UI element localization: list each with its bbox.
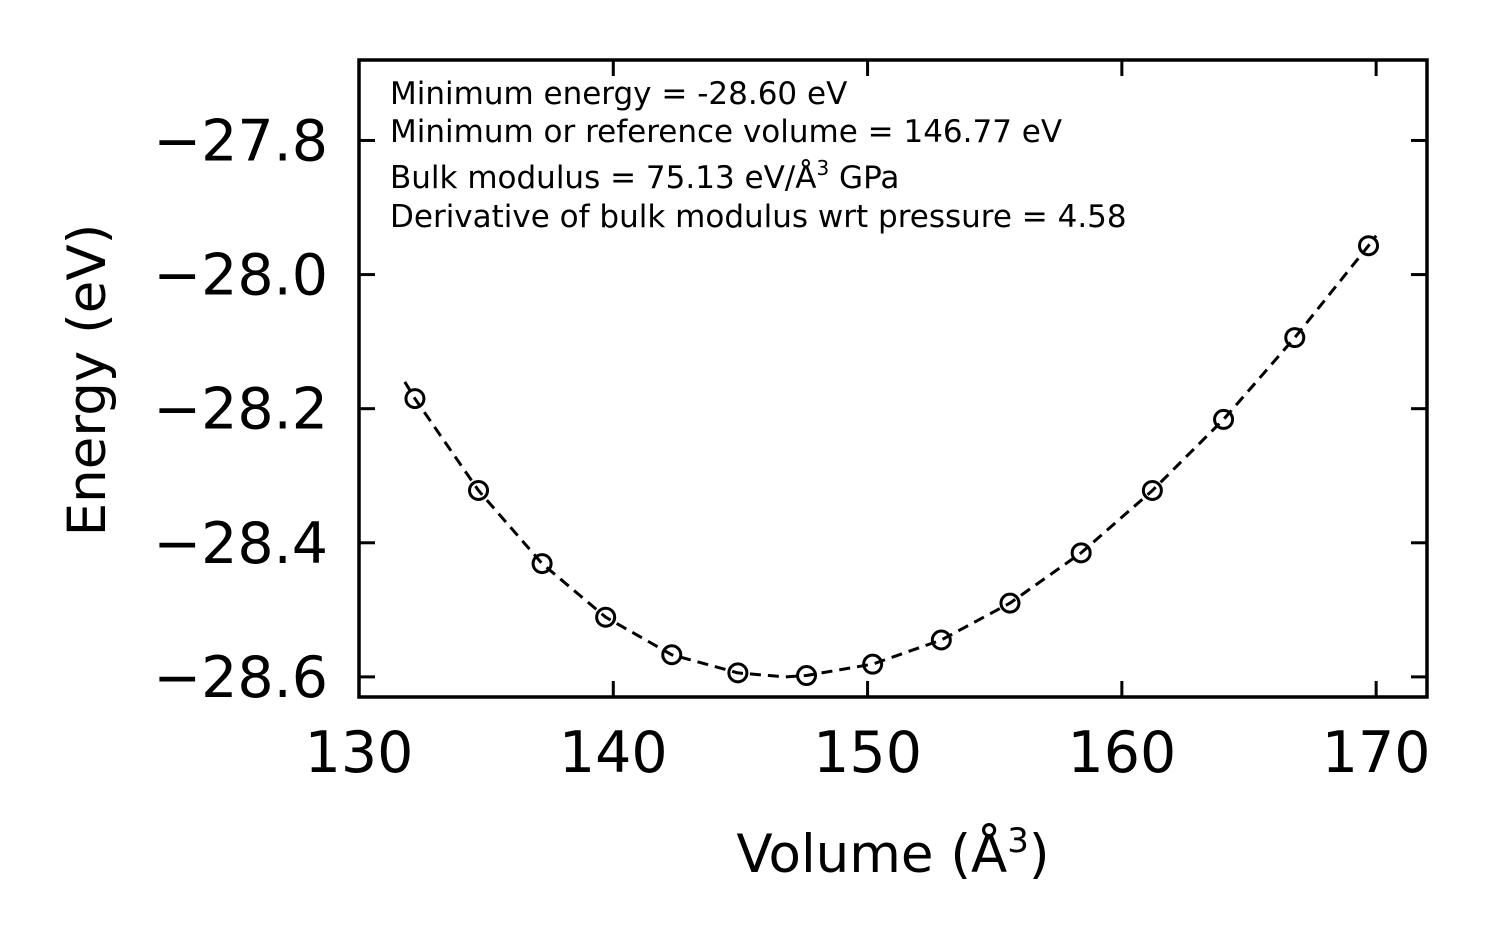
x-ticks: 130 140 150 160 170	[305, 60, 1431, 786]
x-tick-label: 150	[813, 720, 922, 786]
data-point	[1213, 408, 1235, 430]
data-points-layer	[404, 235, 1380, 687]
fit-line	[403, 234, 1378, 679]
annotation-bulk-modulus-text: Bulk modulus = 75.13 eV/Å	[390, 160, 816, 196]
annotation-bulk-modulus-sup: 3	[816, 156, 829, 180]
annotation-box: Minimum energy = -28.60 eV Minimum or re…	[390, 76, 1127, 235]
plot-frame	[357, 58, 1429, 699]
annotation-bulk-modulus: Bulk modulus = 75.13 eV/Å3 GPa	[390, 156, 899, 196]
data-point	[796, 665, 818, 687]
y-ticks: −27.8 −28.0 −28.2 −28.4 −28.6	[153, 108, 1427, 711]
x-tick-label: 170	[1322, 720, 1431, 786]
x-tick-label: 140	[559, 720, 668, 786]
x-axis-label-main: Volume (Å	[736, 821, 1007, 885]
y-tick-label: −28.6	[153, 645, 328, 711]
x-tick-label: 130	[305, 720, 414, 786]
data-point	[468, 479, 490, 501]
data-point	[661, 644, 683, 666]
data-point	[999, 592, 1021, 614]
data-point	[862, 653, 884, 675]
data-point	[930, 629, 952, 651]
fit-curve-layer	[403, 234, 1378, 679]
y-tick-label: −28.4	[153, 511, 328, 577]
data-point	[727, 662, 749, 684]
annotation-min-energy: Minimum energy = -28.60 eV	[390, 76, 847, 112]
data-point	[1358, 235, 1380, 257]
y-tick-label: −28.0	[153, 243, 328, 309]
annotation-bulk-modulus-unit: GPa	[829, 160, 899, 196]
data-point	[531, 553, 553, 575]
data-point	[404, 388, 426, 410]
data-point	[595, 606, 617, 628]
x-axis-label-close: )	[1029, 824, 1050, 885]
y-axis-label: Energy (eV)	[57, 224, 118, 537]
data-point	[1070, 542, 1092, 564]
annotation-derivative: Derivative of bulk modulus wrt pressure …	[390, 199, 1127, 235]
annotation-min-volume: Minimum or reference volume = 146.77 eV	[390, 114, 1062, 150]
x-axis-label-sup: 3	[1007, 821, 1029, 861]
y-tick-label: −27.8	[153, 108, 328, 174]
data-point	[1284, 327, 1306, 349]
x-axis-label: Volume (Å3)	[736, 821, 1049, 885]
data-point	[1141, 479, 1163, 501]
x-tick-label: 160	[1067, 720, 1176, 786]
y-tick-label: −28.2	[153, 377, 328, 443]
